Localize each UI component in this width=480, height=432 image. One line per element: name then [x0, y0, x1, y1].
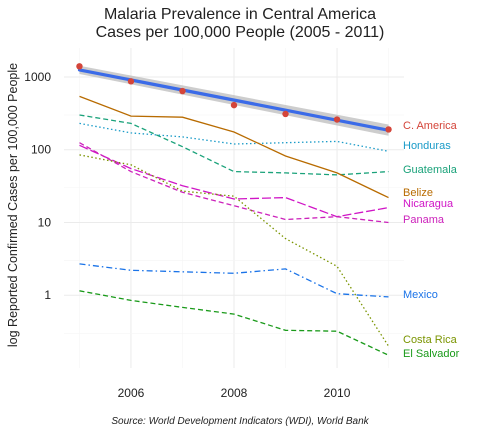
series-lines [79, 95, 390, 356]
chart-caption: Source: World Development Indicators (WD… [111, 416, 369, 427]
series-label-costa-rica: Costa Rica [403, 334, 458, 346]
c-america-point [127, 78, 135, 85]
y-tick-label: 1000 [24, 70, 51, 84]
series-line-guatemala [79, 114, 389, 176]
series-label-belize: Belize [403, 187, 433, 199]
c-america-point [76, 63, 83, 70]
y-tick-label: 100 [31, 143, 51, 157]
series-label-el-salvador: El Salvador [403, 348, 460, 360]
series-line-costa-rica [79, 154, 390, 347]
series-labels: C. America Honduras Guatemala BelizeNicarag… [403, 120, 460, 360]
c-america-points [76, 63, 392, 133]
series-line-panama [79, 142, 389, 224]
chart-title-line-1: Malaria Prevalence in Central America [104, 6, 376, 23]
series-label-c-america: C. America [403, 120, 458, 132]
c-america-point [230, 101, 238, 109]
c-america-point [282, 110, 289, 118]
series-label-nicaragua: Nicaragua [403, 198, 454, 210]
y-tick-label: 1 [44, 288, 51, 302]
chart-title-line-2: Cases per 100,000 People (2005 - 2011) [96, 24, 385, 41]
x-tick-label: 2006 [118, 386, 145, 400]
c-america-point [385, 126, 392, 133]
series-label-mexico: Mexico [403, 289, 438, 301]
series-line-belize [79, 95, 389, 199]
x-tick-label: 2008 [221, 386, 248, 400]
c-america-point [179, 87, 186, 95]
y-axis-ticks: 1 10 100 1000 [24, 70, 51, 302]
series-label-honduras: Honduras [403, 140, 451, 152]
y-axis-title: log Reported Confirmed Cases per 100,000… [6, 63, 20, 347]
series-label-panama: Panama [403, 214, 445, 226]
series-label-guatemala: Guatemala [403, 164, 458, 176]
y-tick-label: 10 [38, 215, 52, 229]
series-line-el-salvador [79, 290, 389, 356]
series-line-honduras [79, 122, 389, 152]
x-axis-ticks: 2006 2008 2010 [118, 386, 351, 400]
c-america-point [333, 116, 341, 123]
x-tick-label: 2010 [324, 386, 351, 400]
